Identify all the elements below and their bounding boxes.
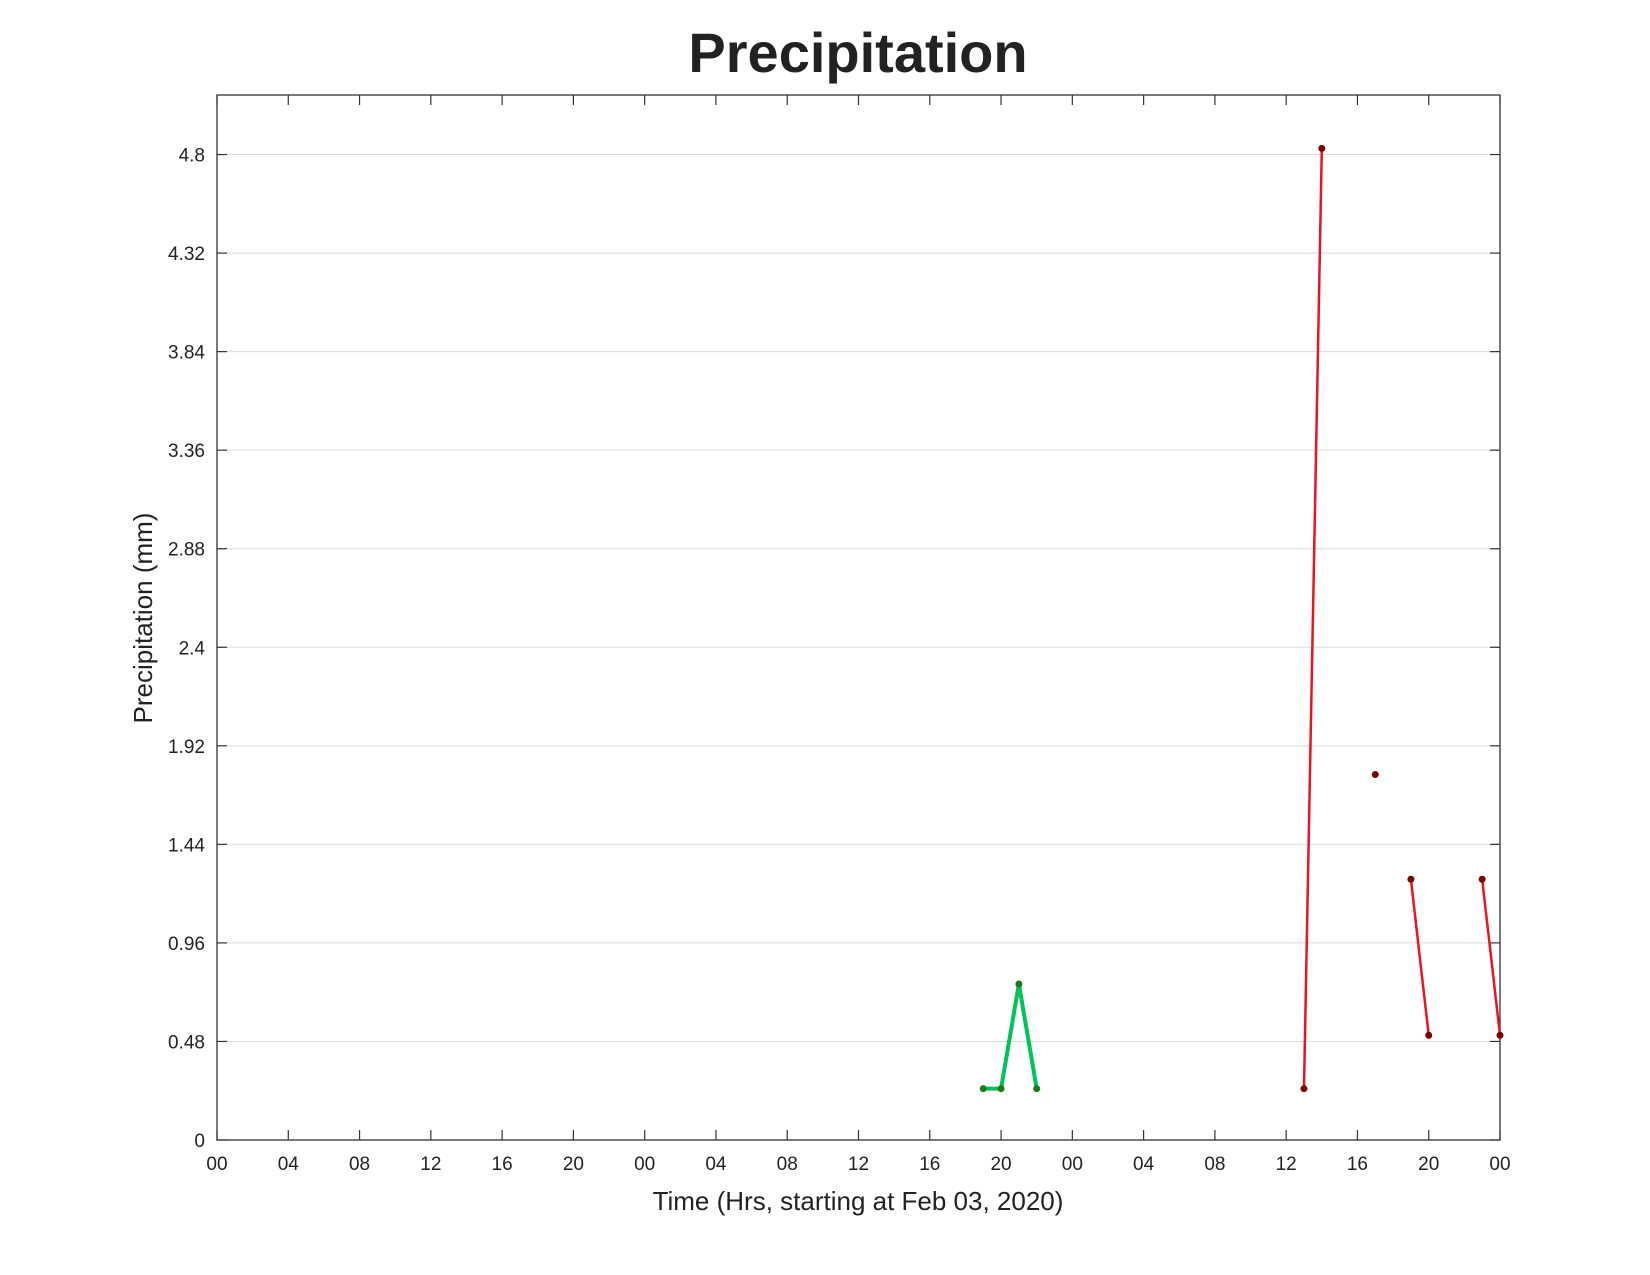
y-tick-label: 3.84 xyxy=(168,343,205,364)
x-tick-label: 04 xyxy=(278,1154,300,1175)
x-tick-label: 00 xyxy=(206,1154,227,1175)
y-tick-label: 3.36 xyxy=(168,441,205,462)
data-point xyxy=(1496,1031,1504,1039)
x-tick-label: 16 xyxy=(919,1154,940,1175)
data-point xyxy=(1425,1031,1433,1039)
plot-frame xyxy=(216,94,1501,1141)
x-tick-label: 12 xyxy=(1276,1154,1297,1175)
x-tick-label: 12 xyxy=(420,1154,441,1175)
data-point xyxy=(1318,144,1326,152)
y-tick-label: 1.44 xyxy=(168,835,205,856)
data-point xyxy=(979,1085,987,1093)
data-point xyxy=(1015,980,1023,988)
x-tick-label: 20 xyxy=(563,1154,584,1175)
x-tick-label: 16 xyxy=(492,1154,513,1175)
x-tick-label: 00 xyxy=(1062,1154,1083,1175)
x-tick-label: 00 xyxy=(1489,1154,1510,1175)
x-tick-label: 12 xyxy=(848,1154,869,1175)
y-tick-label: 0.48 xyxy=(168,1032,205,1053)
y-tick-label: 1.92 xyxy=(168,737,205,758)
x-tick-label: 08 xyxy=(777,1154,798,1175)
y-tick-label: 2.4 xyxy=(179,638,206,659)
y-tick-label: 2.88 xyxy=(168,540,205,561)
data-point xyxy=(997,1085,1005,1093)
series-line xyxy=(1302,148,1502,1089)
y-tick-label: 0.96 xyxy=(168,934,205,955)
y-axis-label: Precipitation (mm) xyxy=(128,513,158,724)
data-point xyxy=(1300,1085,1308,1093)
y-tick-label: 4.32 xyxy=(168,244,205,265)
x-tick-label: 08 xyxy=(349,1154,370,1175)
x-tick-label: 00 xyxy=(634,1154,655,1175)
x-tick-label: 04 xyxy=(1133,1154,1155,1175)
data-point xyxy=(1478,875,1486,883)
x-axis-label: Time (Hrs, starting at Feb 03, 2020) xyxy=(653,1186,1064,1216)
x-tick-label: 04 xyxy=(705,1154,727,1175)
x-tick-label: 08 xyxy=(1204,1154,1225,1175)
x-tick-label: 16 xyxy=(1347,1154,1368,1175)
x-tick-label: 20 xyxy=(1418,1154,1439,1175)
data-point xyxy=(1407,875,1415,883)
data-point xyxy=(1371,771,1379,779)
y-tick-label: 0 xyxy=(194,1131,205,1152)
chart-title: Precipitation xyxy=(688,21,1027,84)
series-line xyxy=(983,981,1039,1091)
y-tick-label: 4.8 xyxy=(179,146,205,167)
data-point xyxy=(1033,1085,1041,1093)
x-tick-label: 20 xyxy=(990,1154,1011,1175)
